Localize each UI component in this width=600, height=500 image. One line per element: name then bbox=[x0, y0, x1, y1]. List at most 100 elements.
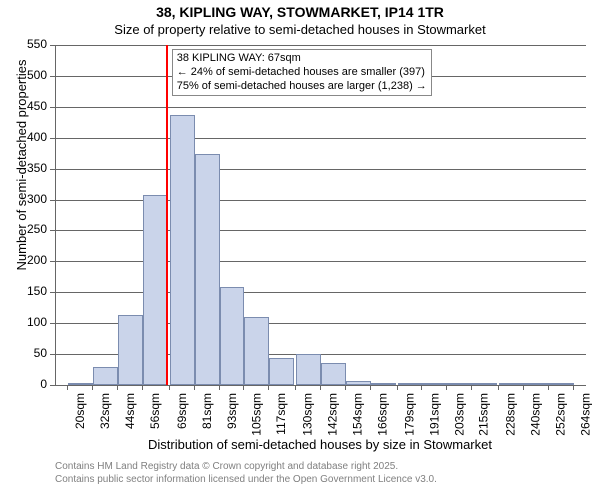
ytick-mark bbox=[50, 323, 55, 324]
xtick-label: 130sqm bbox=[301, 393, 315, 436]
annotation-line: 75% of semi-detached houses are larger (… bbox=[177, 80, 427, 94]
grid-line bbox=[56, 138, 586, 139]
ytick-mark bbox=[50, 354, 55, 355]
xtick-label: 191sqm bbox=[427, 393, 441, 436]
xtick-mark bbox=[295, 385, 296, 390]
histogram-bar bbox=[143, 195, 168, 385]
xtick-mark bbox=[573, 385, 574, 390]
xtick-mark bbox=[345, 385, 346, 390]
x-axis-label: Distribution of semi-detached houses by … bbox=[55, 437, 585, 452]
ytick-mark bbox=[50, 261, 55, 262]
histogram-bar bbox=[195, 154, 220, 385]
annotation-box: 38 KIPLING WAY: 67sqm← 24% of semi-detac… bbox=[172, 49, 432, 96]
xtick-mark bbox=[92, 385, 93, 390]
histogram-bar bbox=[447, 383, 472, 385]
histogram-bar bbox=[170, 115, 195, 385]
xtick-mark bbox=[67, 385, 68, 390]
histogram-bar bbox=[524, 383, 549, 385]
ytick-mark bbox=[50, 45, 55, 46]
xtick-label: 142sqm bbox=[326, 393, 340, 436]
histogram-bar bbox=[68, 383, 93, 385]
xtick-label: 166sqm bbox=[376, 393, 390, 436]
xtick-label: 105sqm bbox=[249, 393, 263, 436]
ytick-mark bbox=[50, 200, 55, 201]
grid-line bbox=[56, 292, 586, 293]
xtick-mark bbox=[370, 385, 371, 390]
ytick-label: 550 bbox=[27, 37, 47, 51]
ytick-label: 100 bbox=[27, 315, 47, 329]
xtick-label: 69sqm bbox=[175, 393, 189, 429]
histogram-bar bbox=[269, 358, 294, 385]
xtick-mark bbox=[446, 385, 447, 390]
ytick-label: 400 bbox=[27, 130, 47, 144]
xtick-mark bbox=[421, 385, 422, 390]
marker-line bbox=[166, 45, 168, 385]
xtick-label: 264sqm bbox=[579, 393, 593, 436]
histogram-bar bbox=[93, 367, 118, 385]
ytick-label: 500 bbox=[27, 68, 47, 82]
ytick-label: 450 bbox=[27, 99, 47, 113]
ytick-label: 0 bbox=[40, 377, 47, 391]
xtick-label: 179sqm bbox=[403, 393, 417, 436]
histogram-bar bbox=[398, 383, 423, 385]
plot-area: 38 KIPLING WAY: 67sqm← 24% of semi-detac… bbox=[55, 45, 586, 386]
histogram-bar bbox=[499, 383, 524, 385]
xtick-mark bbox=[320, 385, 321, 390]
xtick-mark bbox=[548, 385, 549, 390]
grid-line bbox=[56, 230, 586, 231]
ytick-mark bbox=[50, 292, 55, 293]
ytick-label: 350 bbox=[27, 161, 47, 175]
xtick-mark bbox=[219, 385, 220, 390]
xtick-label: 44sqm bbox=[123, 393, 137, 429]
footer-line-2: Contains public sector information licen… bbox=[55, 474, 437, 485]
xtick-label: 228sqm bbox=[504, 393, 518, 436]
footer-line-1: Contains HM Land Registry data © Crown c… bbox=[55, 461, 398, 472]
histogram-bar bbox=[371, 383, 396, 385]
annotation-line: 38 KIPLING WAY: 67sqm bbox=[177, 52, 427, 66]
xtick-label: 240sqm bbox=[529, 393, 543, 436]
xtick-label: 215sqm bbox=[477, 393, 491, 436]
ytick-mark bbox=[50, 230, 55, 231]
annotation-line: ← 24% of semi-detached houses are smalle… bbox=[177, 66, 427, 80]
xtick-label: 81sqm bbox=[200, 393, 214, 429]
xtick-mark bbox=[194, 385, 195, 390]
ytick-label: 250 bbox=[27, 222, 47, 236]
xtick-label: 56sqm bbox=[148, 393, 162, 429]
histogram-bar bbox=[472, 383, 497, 385]
xtick-mark bbox=[397, 385, 398, 390]
ytick-label: 150 bbox=[27, 284, 47, 298]
histogram-bar bbox=[346, 381, 371, 385]
xtick-mark bbox=[142, 385, 143, 390]
ytick-mark bbox=[50, 138, 55, 139]
ytick-label: 200 bbox=[27, 253, 47, 267]
histogram-bar bbox=[422, 383, 447, 385]
ytick-mark bbox=[50, 385, 55, 386]
histogram-bar bbox=[244, 317, 269, 385]
xtick-mark bbox=[268, 385, 269, 390]
histogram-bar bbox=[296, 354, 321, 385]
xtick-label: 203sqm bbox=[452, 393, 466, 436]
xtick-label: 20sqm bbox=[73, 393, 87, 429]
xtick-mark bbox=[117, 385, 118, 390]
xtick-label: 117sqm bbox=[274, 393, 288, 435]
ytick-mark bbox=[50, 169, 55, 170]
grid-line bbox=[56, 261, 586, 262]
xtick-mark bbox=[169, 385, 170, 390]
grid-line bbox=[56, 200, 586, 201]
histogram-bar bbox=[549, 383, 574, 385]
xtick-label: 154sqm bbox=[351, 393, 365, 436]
ytick-label: 50 bbox=[34, 346, 47, 360]
chart-container: 38, KIPLING WAY, STOWMARKET, IP14 1TR Si… bbox=[0, 0, 600, 500]
histogram-bar bbox=[321, 363, 346, 385]
histogram-bar bbox=[118, 315, 143, 385]
xtick-label: 93sqm bbox=[225, 393, 239, 429]
xtick-mark bbox=[498, 385, 499, 390]
grid-line bbox=[56, 169, 586, 170]
xtick-mark bbox=[243, 385, 244, 390]
xtick-mark bbox=[471, 385, 472, 390]
xtick-label: 252sqm bbox=[554, 393, 568, 436]
ytick-mark bbox=[50, 107, 55, 108]
chart-title: 38, KIPLING WAY, STOWMARKET, IP14 1TR bbox=[0, 4, 600, 20]
xtick-label: 32sqm bbox=[98, 393, 112, 429]
xtick-mark bbox=[523, 385, 524, 390]
